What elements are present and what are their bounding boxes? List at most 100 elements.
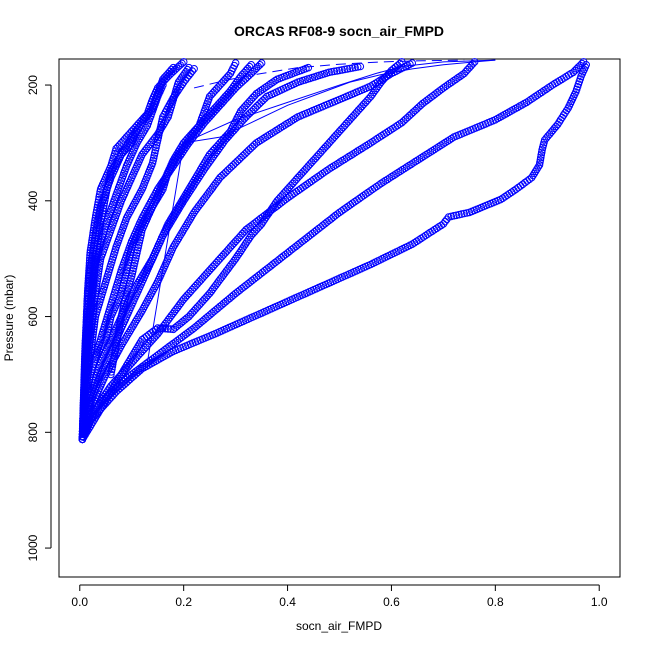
- profile-series: [78, 58, 406, 444]
- data-point: [147, 257, 155, 265]
- data-point: [292, 114, 300, 122]
- data-point: [84, 271, 93, 280]
- data-point: [377, 179, 385, 188]
- data-point: [81, 352, 89, 361]
- data-point: [237, 153, 245, 162]
- x-tick-label: 0.0: [71, 595, 88, 609]
- data-point: [79, 396, 88, 405]
- data-point: [194, 170, 202, 178]
- data-point: [246, 144, 255, 153]
- data-point: [219, 251, 228, 259]
- data-point: [214, 83, 223, 91]
- data-point: [89, 226, 98, 235]
- data-point: [363, 96, 372, 105]
- data-point: [170, 241, 179, 249]
- data-point: [112, 339, 121, 347]
- data-point: [192, 305, 200, 313]
- data-point: [153, 130, 162, 138]
- data-point: [93, 203, 102, 212]
- data-point: [81, 334, 90, 342]
- data-point: [164, 220, 172, 228]
- data-point: [84, 279, 92, 288]
- data-point: [86, 251, 94, 260]
- data-point: [227, 162, 236, 171]
- data-point: [172, 207, 180, 215]
- data-point: [95, 193, 103, 201]
- data-point: [84, 284, 92, 293]
- data-point: [243, 148, 251, 156]
- data-point: [85, 269, 93, 277]
- data-point: [82, 308, 91, 316]
- data-point: [358, 102, 366, 111]
- data-point: [94, 348, 102, 357]
- data-point: [109, 357, 118, 366]
- data-point: [231, 159, 240, 167]
- data-point: [126, 355, 135, 364]
- data-point: [346, 64, 354, 73]
- data-point: [80, 363, 89, 371]
- data-point: [79, 419, 87, 428]
- data-point: [537, 153, 545, 162]
- data-point: [183, 65, 192, 74]
- connector-line: [183, 59, 496, 144]
- data-point: [343, 65, 352, 73]
- data-point: [249, 105, 258, 114]
- profile-series: [78, 58, 188, 444]
- data-point: [96, 188, 104, 196]
- data-point: [114, 331, 122, 339]
- data-point: [237, 231, 245, 240]
- data-point: [401, 115, 410, 123]
- data-point: [178, 59, 186, 68]
- data-point: [231, 59, 240, 67]
- data-point: [257, 59, 266, 67]
- data-point: [330, 133, 339, 141]
- data-point: [104, 325, 112, 334]
- data-point: [81, 331, 90, 340]
- data-point: [245, 71, 253, 80]
- data-point: [89, 231, 97, 240]
- data-point: [110, 349, 119, 358]
- data-point: [138, 272, 146, 280]
- data-point: [81, 337, 90, 345]
- data-point: [407, 110, 416, 118]
- data-point: [127, 324, 136, 332]
- data-point: [85, 261, 94, 270]
- x-tick-label: 1.0: [591, 595, 608, 609]
- data-point: [85, 424, 93, 433]
- y-tick-label: 600: [26, 306, 40, 326]
- data-point: [87, 244, 95, 252]
- data-point: [351, 63, 359, 72]
- data-point: [90, 262, 99, 271]
- data-point: [214, 256, 223, 265]
- data-point: [256, 61, 264, 69]
- data-point: [388, 172, 396, 181]
- data-point: [88, 236, 96, 245]
- data-point: [83, 294, 92, 303]
- data-point: [245, 62, 254, 71]
- data-point: [467, 62, 475, 70]
- data-point: [529, 171, 537, 180]
- data-point: [81, 347, 89, 356]
- data-point: [426, 148, 435, 156]
- data-point: [90, 265, 98, 273]
- data-point: [94, 198, 102, 207]
- data-point: [185, 185, 193, 193]
- data-point: [252, 225, 261, 234]
- data-point: [80, 381, 88, 389]
- data-point: [325, 139, 333, 147]
- data-point: [80, 375, 88, 384]
- data-point: [203, 155, 211, 163]
- data-point: [143, 341, 152, 350]
- x-axis: 0.0 0.2 0.4 0.6 0.8 1.0: [71, 584, 608, 609]
- data-point: [137, 309, 145, 317]
- data-point: [92, 411, 101, 420]
- data-point: [167, 65, 176, 74]
- data-point: [79, 399, 88, 407]
- data-point: [130, 348, 139, 357]
- data-point: [185, 63, 193, 72]
- data-point: [137, 231, 145, 239]
- data-point: [405, 161, 413, 170]
- data-point: [115, 141, 124, 149]
- data-point: [521, 178, 529, 187]
